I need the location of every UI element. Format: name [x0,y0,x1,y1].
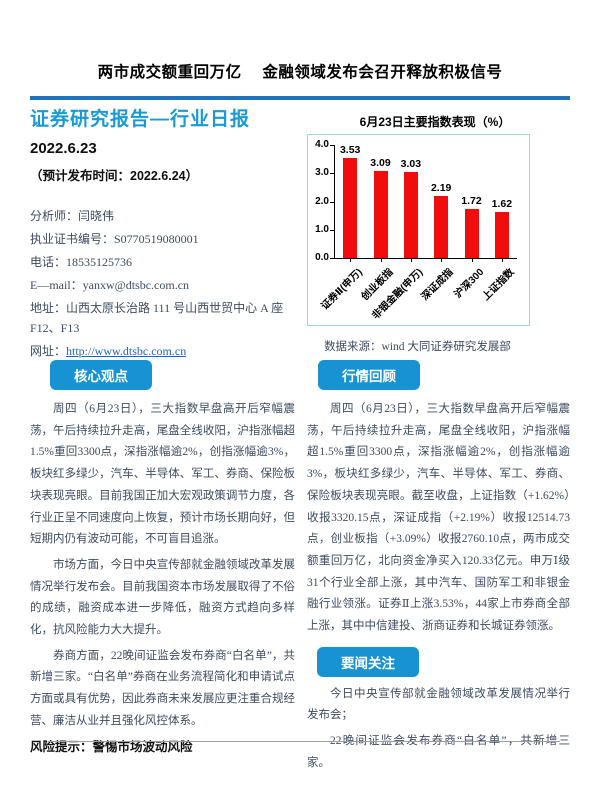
x-axis-tick-mark [350,258,352,262]
chart-bar [464,209,479,258]
bar-value-label: 3.53 [339,144,361,157]
office-address: 地址：山西太原长治路 111 号山西世贸中心 A 座 F12、F13 [30,301,284,335]
x-axis-tick-mark [441,258,443,262]
y-axis-tick-label: 4.0 [315,139,329,150]
risk-warning: 风险提示：警惕市场波动风险 [30,739,193,754]
expected-release-date: （预计发布时间：2022.6.24） [30,169,199,183]
news-paragraph: 22晚间证监会发布券商“白名单”，共新增三家。 [307,735,570,769]
x-axis-category-label-text: 上证指数 [480,266,517,303]
report-headline: 两市成交额重回万亿 金融领域发布会召开释放积极信号 [97,64,503,81]
y-axis-tick-label: 3.0 [315,167,329,179]
x-axis-tick-mark [410,258,412,262]
y-axis-tick-mark [330,229,334,231]
section-header-news-focus: 要闻关注 [317,646,419,677]
core-paragraph: 市场方面，今日中央宣传部就金融领域改革发展情况举行发布会。目前我国资本市场发展取… [30,558,295,637]
market-paragraph: 周四（6月23日），三大指数早盘高开后窄幅震荡，午后持续拉升走高，尾盘全线收阳，… [307,403,570,633]
section-header-core-view: 核心观点 [50,360,152,390]
chart-bar [373,170,388,258]
x-axis-tick-mark [380,258,382,262]
x-axis-tick-mark [471,258,473,262]
y-axis-tick-mark [330,258,334,259]
bar-value-label: 1.62 [491,198,513,211]
report-date: 2022.6.23 [30,140,97,157]
y-axis-tick-mark [330,145,334,146]
y-axis-tick-label: 0.0 [315,252,329,263]
y-axis-tick-label: 2.0 [315,195,329,207]
x-axis-category-label-text: 深证成指 [419,266,456,303]
x-axis-tick-mark [501,258,503,262]
analyst-license-number: 执业证书编号：S0770519080001 [30,232,199,246]
bar-value-label: 1.72 [461,195,482,208]
phone-number: 电话：18535125736 [30,255,133,269]
chart-bar [494,212,509,258]
core-paragraph: 周四（6月23日），三大指数早盘高开后窄幅震荡，午后持续拉升走高，尾盘全线收阳，… [30,403,295,546]
website-label: 网址： [30,344,67,358]
news-paragraph: 今日中央宣传部就金融领域改革发展情况举行发布会； [307,687,570,722]
y-axis-tick-mark [330,173,334,175]
chart-plot-area: 3.53 证券Ⅱ(申万) 3.09 创业板指 3.03 非银金融(申万) 2.19 深证成指 1… [319,144,517,322]
market-review-column: 行情回顾 周四（6月23日），三大指数早盘高开后窄幅震荡，午后持续拉升走高，尾盘… [307,360,570,779]
core-view-column: 核心观点 周四（6月23日），三大指数早盘高开后窄幅震荡，午后持续拉升走高，尾盘… [30,360,295,758]
chart-bar [403,172,418,258]
y-axis-tick-mark [330,201,334,203]
chart-data-source: 数据来源：wind 大同证券研究发展部 [324,341,511,353]
email-address: E—mail：yanxw@dtsbc.com.cn [30,278,190,292]
bar-value-label: 3.03 [400,158,422,171]
x-axis-category-label-text: 证券Ⅱ(申万) [319,266,365,313]
index-performance-chart: 3.53 证券Ⅱ(申万) 3.09 创业板指 3.03 非银金融(申万) 2.19 深证成指 1… [307,134,530,326]
y-axis-tick-label: 1.0 [315,223,329,235]
bar-value-label: 3.09 [370,156,391,169]
website-link[interactable]: http://www.dtsbc.com.cn [66,344,187,358]
chart-bar [434,196,449,258]
contact-block: 分析师：闫晓伟 执业证书编号：S0770519080001 电话：1853512… [30,206,304,361]
report-info-block: 2022.6.23 （预计发布时间：2022.6.24） 分析师：闫晓伟 执业证… [30,140,304,364]
report-type-title: 证券研究报告—行业日报 [30,109,251,130]
core-paragraph: 券商方面，22晚间证监会发布券商“白名单”，共新增三家。“白名单”券商在业务流程… [30,649,295,727]
analyst-name: 分析师：闫晓伟 [30,209,115,223]
website-line: 网址：http://www.dtsbc.com.cn [30,341,304,361]
section-header-market-review: 行情回顾 [318,360,420,390]
bar-value-label: 2.19 [430,182,452,195]
footer-divider [48,741,560,742]
chart-title: 6月23日主要指数表现（%） [359,115,511,129]
header-divider [30,96,570,100]
chart-bar [343,158,358,258]
